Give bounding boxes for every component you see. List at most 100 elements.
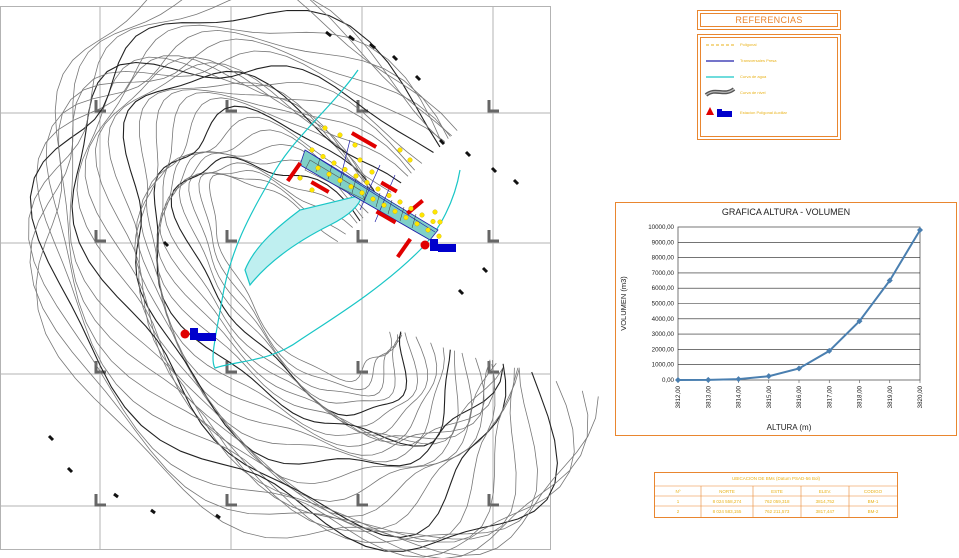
references-body: Poligonal Transversales Presa Curva de a… bbox=[697, 34, 841, 140]
polygonal-point bbox=[337, 177, 343, 183]
data-point bbox=[705, 376, 712, 383]
table-cell: BM-2 bbox=[867, 509, 879, 514]
polygonal-point bbox=[297, 175, 303, 181]
table-gridlines bbox=[655, 485, 897, 517]
polygonal-point bbox=[381, 202, 387, 208]
x-tick-label: 3813,00 bbox=[705, 385, 712, 408]
data-point bbox=[856, 318, 863, 325]
table-cell: 8 024 583,155 bbox=[712, 509, 742, 514]
table-header-elev: ELEV. bbox=[818, 489, 832, 494]
polygonal-point bbox=[414, 221, 420, 227]
station-marker-icon bbox=[706, 107, 732, 117]
polygonal-point bbox=[337, 132, 343, 138]
polygonal-point bbox=[348, 184, 354, 190]
table-title: UBICACION DE BMs (Datum PSAD-56 Bol) bbox=[731, 476, 821, 481]
references-title: REFERENCIAS bbox=[697, 10, 841, 30]
polygonal-point bbox=[342, 166, 348, 172]
table-cell: 762 059,318 bbox=[764, 499, 790, 504]
polygonal-point bbox=[353, 173, 359, 179]
y-tick-label: 5000,00 bbox=[652, 301, 675, 308]
y-tick-label: 6000,00 bbox=[652, 285, 675, 292]
polygonal-point bbox=[375, 186, 381, 192]
x-tick-label: 3817,00 bbox=[826, 385, 833, 408]
contour-lines bbox=[28, 0, 599, 558]
polygonal-point bbox=[392, 208, 398, 214]
table-header-norte: NORTE bbox=[719, 489, 735, 494]
x-axis-label: ALTURA (m) bbox=[767, 423, 812, 432]
polygonal-point bbox=[326, 171, 332, 177]
water-curve bbox=[212, 69, 461, 369]
bm-marker-2 bbox=[420, 239, 456, 252]
polygonal-point bbox=[397, 199, 403, 205]
bm-location-table: UBICACION DE BMs (Datum PSAD-56 Bol) Nº … bbox=[654, 472, 898, 518]
x-tick-label: 3812,00 bbox=[675, 385, 682, 408]
data-point bbox=[675, 377, 681, 383]
legend-item-poligonal: Poligonal bbox=[740, 42, 757, 47]
x-tick-label: 3814,00 bbox=[736, 385, 743, 408]
table-header-n: Nº bbox=[675, 489, 681, 494]
chart-plot: 0,00 1000,00 2000,00 3000,00 4000,00 5000,00 6… bbox=[619, 224, 924, 432]
table-cell: BM-1 bbox=[867, 499, 879, 504]
x-tick-label: 3816,00 bbox=[796, 385, 803, 408]
legend-item-transversales: Transversales Presa bbox=[740, 58, 777, 63]
topographic-map bbox=[0, 0, 599, 558]
references-legend: REFERENCIAS Poligonal Transversales Pres… bbox=[697, 10, 841, 140]
polygonal-point bbox=[437, 219, 443, 225]
y-tick-label: 2000,00 bbox=[652, 346, 675, 353]
polygonal-point bbox=[352, 142, 358, 148]
polygonal-point bbox=[309, 187, 315, 193]
table-cell: 2 bbox=[676, 509, 680, 514]
y-tick-label: 7000,00 bbox=[652, 270, 675, 277]
polygonal-point bbox=[432, 209, 438, 215]
table-cell: 762 211,573 bbox=[764, 509, 790, 514]
polygonal-point bbox=[331, 160, 337, 166]
data-point bbox=[886, 277, 893, 284]
data-point bbox=[917, 227, 923, 234]
polygonal-point bbox=[357, 157, 363, 163]
map-grid bbox=[0, 6, 551, 550]
polygonal-point bbox=[436, 233, 442, 239]
data-point bbox=[735, 376, 742, 383]
table-cell: 3817,447 bbox=[815, 509, 835, 514]
dam-structure bbox=[286, 125, 443, 259]
table-header-este: ESTE bbox=[771, 489, 783, 494]
y-tick-label: 8000,00 bbox=[652, 255, 675, 262]
y-tick-label: 10000,00 bbox=[648, 224, 674, 231]
polygonal-point bbox=[370, 196, 376, 202]
data-point bbox=[826, 347, 833, 354]
polygonal-point bbox=[430, 218, 436, 224]
x-tick-label: 3819,00 bbox=[887, 385, 894, 408]
polygonal-point bbox=[386, 192, 392, 198]
data-point bbox=[765, 373, 772, 380]
map-frame bbox=[0, 6, 551, 550]
legend-item-estacion: Estacion Poligonal Auxiliar bbox=[740, 110, 787, 115]
bm-marker-1 bbox=[180, 328, 216, 341]
y-tick-label: 9000,00 bbox=[652, 239, 675, 246]
polygonal-point bbox=[359, 190, 365, 196]
polygonal-point bbox=[309, 147, 315, 153]
y-tick-label: 3000,00 bbox=[652, 331, 675, 338]
contour-band-icon bbox=[704, 87, 736, 97]
y-tick-label: 0,00 bbox=[662, 377, 675, 384]
polygonal-point bbox=[320, 153, 326, 159]
polygonal-point bbox=[315, 165, 321, 171]
y-tick-label: 1000,00 bbox=[652, 362, 675, 369]
table-cell: 1 bbox=[676, 499, 680, 504]
y-tick-label: 4000,00 bbox=[652, 316, 675, 323]
legend-symbols bbox=[704, 44, 736, 117]
chart-title: GRAFICA ALTURA - VOLUMEN bbox=[721, 207, 851, 217]
polygonal-point bbox=[419, 212, 425, 218]
legend-item-curva-agua: Curva de agua bbox=[740, 74, 767, 79]
height-volume-chart: GRAFICA ALTURA - VOLUMEN 0,00 1000,00 2000… bbox=[615, 202, 957, 436]
polygonal-point bbox=[397, 147, 403, 153]
table-cell: 8 024 558,274 bbox=[712, 499, 742, 504]
polygonal-point bbox=[369, 169, 375, 175]
legend-item-curva-nivel: Curva de nivel bbox=[740, 90, 766, 95]
polygonal-point bbox=[408, 205, 414, 211]
table-cell: 3814,752 bbox=[815, 499, 835, 504]
polygonal-point bbox=[425, 227, 431, 233]
x-tick-label: 3818,00 bbox=[857, 385, 864, 408]
polygonal-point bbox=[364, 179, 370, 185]
polygonal-point bbox=[322, 125, 328, 131]
polygonal-point bbox=[403, 215, 409, 221]
